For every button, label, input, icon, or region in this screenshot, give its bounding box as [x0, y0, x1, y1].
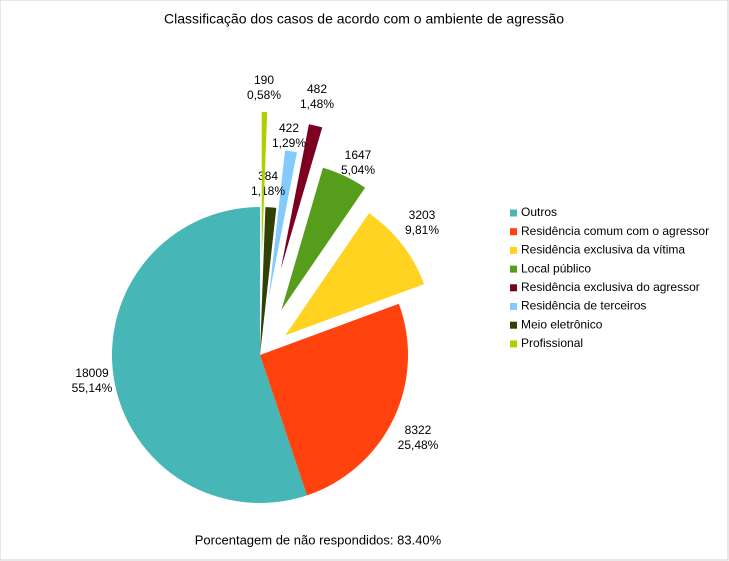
legend-swatch	[510, 284, 517, 292]
value-label: 190	[254, 73, 274, 87]
value-label: 18009	[75, 366, 109, 380]
pie-slice	[112, 207, 307, 503]
legend-label: Local público	[521, 261, 591, 275]
percent-label: 1,29%	[272, 136, 306, 150]
footnote: Porcentagem de não respondidos: 83.40%	[195, 532, 442, 547]
percent-label: 1,48%	[300, 97, 334, 111]
legend-swatch	[510, 303, 517, 310]
legend-swatch	[510, 265, 517, 273]
legend-label: Profissional	[521, 336, 583, 350]
percent-label: 55,14%	[72, 381, 113, 395]
legend-label: Residência de terceiros	[521, 299, 646, 313]
percent-label: 0,58%	[247, 88, 281, 102]
legend-label: Residência exclusiva do agressor	[521, 280, 700, 294]
value-label: 3203	[409, 208, 436, 222]
value-label: 482	[307, 82, 327, 96]
percent-label: 5,04%	[341, 163, 375, 177]
legend-label: Outros	[521, 205, 557, 219]
legend-label: Meio eletrônico	[521, 317, 603, 331]
legend-swatch	[510, 209, 517, 217]
percent-label: 1,18%	[251, 184, 285, 198]
legend-label: Residência comum com o agressor	[521, 224, 709, 238]
percent-label: 9,81%	[405, 223, 439, 237]
value-label: 1647	[345, 148, 372, 162]
value-label: 422	[279, 121, 299, 135]
legend-swatch	[510, 246, 517, 254]
pie-slice	[285, 213, 425, 336]
pie-slice	[260, 207, 277, 355]
value-label: 8322	[405, 423, 432, 437]
legend-swatch	[510, 340, 517, 348]
pie-slice	[260, 303, 408, 496]
pie-slice	[261, 112, 268, 261]
pie-slice	[280, 124, 323, 270]
legend-swatch	[510, 321, 517, 329]
legend-label: Residência exclusiva da vítima	[521, 243, 685, 257]
pie-slice	[268, 150, 297, 298]
legend-swatch	[510, 228, 517, 236]
percent-label: 25,48%	[398, 438, 439, 452]
pie-slice	[281, 167, 366, 310]
value-label: 384	[258, 169, 278, 183]
chart-title: Classificação dos casos de acordo com o …	[164, 11, 564, 27]
